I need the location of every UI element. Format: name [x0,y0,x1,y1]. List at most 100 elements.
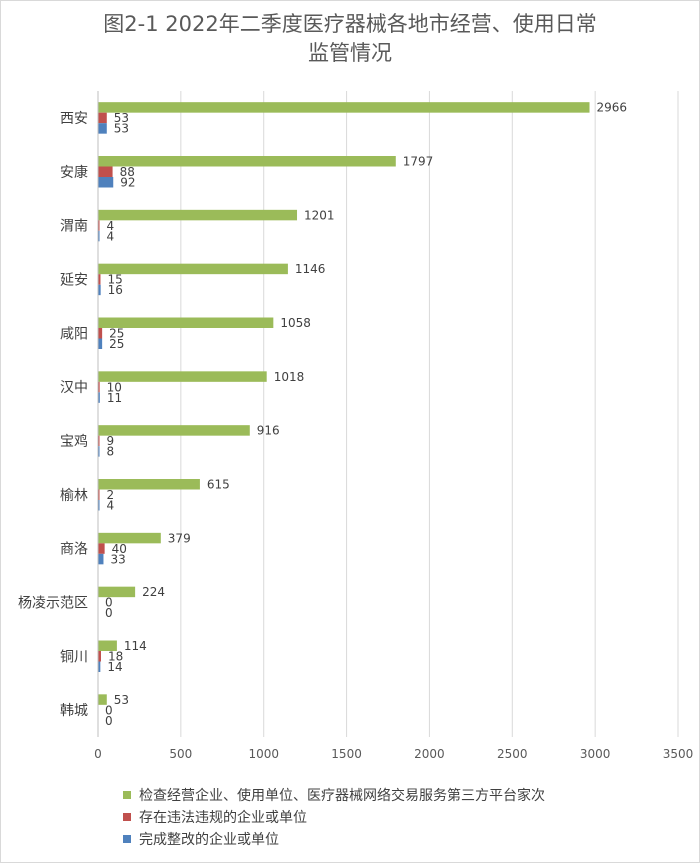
data-label: 0 [105,606,113,620]
x-tick-label: 0 [94,747,102,761]
bar [98,274,101,285]
bar [98,532,161,544]
data-label: 9 [107,434,115,448]
x-tick-label: 1000 [248,747,279,761]
category-label: 杨凌示范区 [18,594,88,611]
data-label: 2966 [597,101,628,115]
data-label: 224 [142,585,165,599]
bar [98,661,101,672]
data-label: 916 [257,424,280,438]
data-label: 1146 [295,262,326,276]
data-label: 33 [110,552,125,566]
data-label: 379 [168,531,191,545]
bar [98,446,100,457]
data-label: 10 [107,380,122,394]
data-label: 1797 [403,155,434,169]
data-label: 4 [107,219,115,233]
bar [98,381,100,393]
data-label: 11 [107,391,122,405]
data-label: 25 [109,337,124,351]
data-label: 0 [105,703,113,717]
bar [98,543,105,554]
bar [98,230,100,242]
bar [98,586,136,598]
chart-title-line1: 图2-1 2022年二季度医疗器械各地市经营、使用日常 [103,12,597,36]
data-label: 14 [107,660,122,674]
category-label: 商洛 [60,542,88,558]
bar [98,328,103,339]
x-tick-label: 2000 [414,747,445,761]
bar [98,112,107,124]
x-tick-label: 1500 [331,747,362,761]
data-label: 1058 [280,316,311,330]
category-label: 安康 [60,164,88,181]
legend-swatch [123,835,131,843]
bar [98,651,101,662]
x-tick-label: 500 [169,747,192,761]
bar [98,263,288,275]
data-label: 25 [109,327,124,341]
data-label: 1018 [274,370,305,384]
data-label: 1201 [304,208,335,222]
category-label: 延安 [60,272,88,288]
data-label: 16 [108,283,123,297]
bar [98,392,100,403]
bar [98,156,396,167]
bar [98,338,103,349]
bar [98,694,107,705]
category-label: 韩城 [60,703,88,719]
data-label: 4 [107,499,115,513]
bar [98,371,267,382]
category-label: 西安 [60,111,88,127]
category-label: 咸阳 [60,326,88,342]
data-label: 53 [114,122,129,136]
chart-title-line2: 监管情况 [308,41,392,65]
data-label: 8 [107,445,115,459]
bar [98,500,100,511]
data-label: 53 [114,693,129,707]
legend-item: 检查经营企业、使用单位、医疗器械网络交易服务第三方平台家次 [123,784,545,806]
category-label: 榆林 [60,488,88,504]
bar [98,284,101,296]
x-tick-label: 3500 [663,747,694,761]
x-tick-label: 2500 [497,747,528,761]
category-label: 宝鸡 [60,433,88,450]
category-label: 渭南 [60,219,88,235]
bar [98,479,200,490]
x-tick-label: 3000 [580,747,611,761]
bar [98,640,117,651]
chart-legend: 检查经营企业、使用单位、医疗器械网络交易服务第三方平台家次 存在违法违规的企业或单… [123,784,545,850]
legend-label: 存在违法违规的企业或单位 [139,810,307,826]
data-label: 2 [107,488,115,502]
category-label: 汉中 [60,380,88,396]
bar [98,425,250,436]
data-label: 92 [120,176,135,190]
bar [98,209,298,221]
data-label: 18 [108,650,123,664]
data-label: 53 [114,111,129,125]
legend-swatch [123,813,131,821]
bar [98,435,100,447]
data-label: 4 [107,229,115,243]
data-label: 114 [124,639,147,653]
bar [98,317,274,328]
legend-item: 完成整改的企业或单位 [123,828,545,850]
legend-swatch [123,791,131,799]
data-label: 0 [105,596,113,610]
data-label: 88 [120,165,135,179]
data-label: 15 [107,273,122,287]
legend-label: 完成整改的企业或单位 [139,832,279,848]
data-label: 615 [207,478,230,492]
legend-item: 存在违法违规的企业或单位 [123,806,545,828]
chart-title: 图2-1 2022年二季度医疗器械各地市经营、使用日常 监管情况 [0,10,700,68]
bar [98,489,100,500]
bar [98,166,113,177]
bar [98,220,100,231]
legend-label: 检查经营企业、使用单位、医疗器械网络交易服务第三方平台家次 [139,788,545,804]
category-label: 铜川 [60,649,88,665]
data-label: 0 [105,714,113,728]
bar [98,123,107,134]
data-label: 40 [112,542,127,556]
bar [98,102,590,113]
